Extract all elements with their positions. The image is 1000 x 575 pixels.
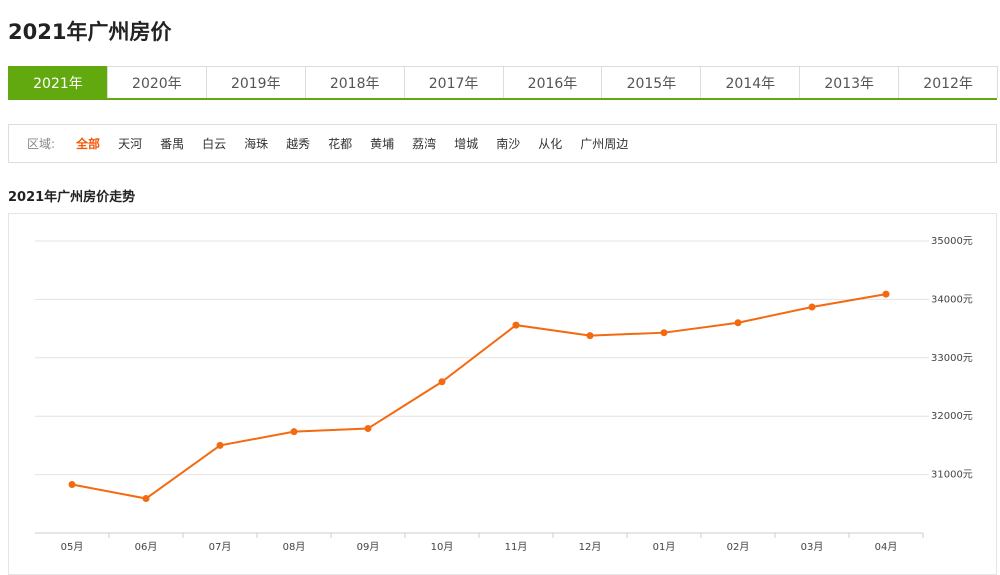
data-point	[216, 441, 224, 449]
district-option[interactable]: 荔湾	[412, 137, 437, 151]
series-line	[71, 293, 887, 500]
data-point	[660, 329, 668, 337]
page-title: 2021年广州房价	[8, 20, 172, 44]
data-point	[808, 303, 816, 311]
y-tick-label: 32000元	[931, 411, 973, 422]
data-point	[438, 378, 446, 386]
x-tick-label: 01月	[653, 541, 676, 553]
year-tab[interactable]: 2014年	[700, 66, 801, 98]
data-point	[364, 424, 372, 432]
x-tick-label: 12月	[579, 541, 602, 553]
filter-label: 区域:	[27, 137, 56, 151]
year-tab[interactable]: 2016年	[502, 66, 603, 98]
chart-container: 31000元 32000元 33000元 34000元 35000元 05月 06月 07月 0…	[8, 213, 997, 575]
x-tick-label: 08月	[283, 541, 306, 553]
district-option[interactable]: 从化	[538, 137, 563, 151]
data-point	[142, 495, 150, 503]
district-option[interactable]: 越秀	[286, 137, 311, 151]
x-tick-label: 10月	[431, 541, 454, 553]
data-point	[512, 321, 520, 329]
district-option[interactable]: 天河	[118, 137, 143, 151]
district-option[interactable]: 增城	[454, 137, 479, 151]
district-option[interactable]: 南沙	[496, 137, 521, 151]
x-tick-label: 05月	[61, 541, 84, 553]
year-tab[interactable]: 2015年	[601, 66, 702, 98]
y-tick-label: 34000元	[931, 294, 973, 305]
year-tab[interactable]: 2019年	[205, 66, 306, 98]
x-tick-label: 11月	[505, 541, 528, 553]
year-tabs: 2021年 2020年 2019年 2018年 2017年 2016年 2015年 2014年…	[8, 66, 999, 100]
chart: 31000元 32000元 33000元 34000元 35000元 05月 06月 07月 0…	[35, 236, 973, 553]
data-point	[882, 290, 890, 298]
year-tab[interactable]: 2017年	[403, 66, 504, 98]
district-option[interactable]: 番禺	[160, 137, 185, 151]
data-point	[586, 332, 594, 340]
district-option[interactable]: 广州周边	[580, 137, 629, 151]
data-point	[68, 481, 76, 489]
district-option[interactable]: 黄埔	[370, 137, 395, 151]
year-tab[interactable]: 2018年	[304, 66, 405, 98]
y-tick-label: 31000元	[931, 470, 973, 481]
district-filter: 区域: 全部 天河 番禺 白云 海珠 越秀 花都 黄埔 荔湾 增城 南沙 从化 广州周边	[8, 124, 997, 163]
x-tick-label: 04月	[875, 541, 898, 553]
x-tick-label: 09月	[357, 541, 380, 553]
data-point	[290, 428, 298, 436]
year-tab[interactable]: 2020年	[106, 66, 207, 98]
year-tab[interactable]: 2021年	[8, 66, 108, 98]
district-option[interactable]: 花都	[328, 137, 353, 151]
district-option[interactable]: 全部	[76, 137, 101, 151]
y-tick-label: 33000元	[931, 353, 973, 364]
chart-title: 2021年广州房价走势	[8, 190, 136, 205]
district-option[interactable]: 海珠	[244, 137, 269, 151]
x-tick-label: 03月	[801, 541, 824, 553]
district-option[interactable]: 白云	[202, 137, 227, 151]
year-tab[interactable]: 2013年	[799, 66, 900, 98]
x-tick-label: 07月	[209, 541, 232, 553]
data-point	[734, 319, 742, 327]
x-tick-label: 06月	[135, 541, 158, 553]
x-tick-label: 02月	[727, 541, 750, 553]
year-tab[interactable]: 2012年	[898, 66, 999, 98]
y-tick-label: 35000元	[931, 236, 973, 247]
